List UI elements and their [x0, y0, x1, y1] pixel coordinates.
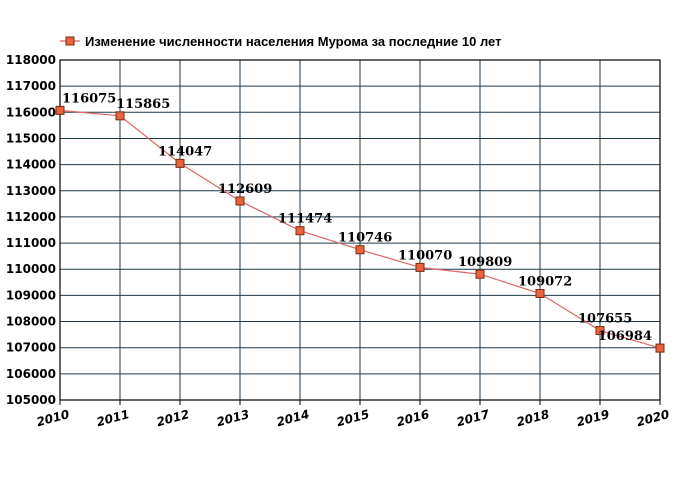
data-point: [175, 158, 185, 168]
y-tick-label: 114000: [6, 158, 56, 172]
data-point: [535, 289, 545, 299]
x-tick-label: 2011: [95, 407, 131, 429]
data-label: 106984: [598, 329, 652, 344]
x-tick-label: 2013: [215, 407, 251, 429]
data-point: [415, 262, 425, 272]
y-tick-label: 107000: [6, 341, 56, 355]
x-tick-label: 2020: [635, 407, 671, 429]
x-tick-label: 2010: [35, 407, 71, 429]
x-tick-label: 2014: [275, 407, 311, 429]
y-tick-label: 109000: [6, 288, 56, 302]
legend: Изменение численности населения Мурома з…: [60, 34, 501, 49]
data-point: [355, 245, 365, 255]
legend-marker-sample: [65, 36, 75, 46]
data-label: 111474: [278, 212, 332, 227]
data-point: [595, 326, 605, 336]
data-point: [55, 105, 65, 115]
y-tick-label: 118000: [6, 53, 56, 67]
data-point: [115, 111, 125, 121]
y-tick-label: 105000: [6, 393, 56, 407]
data-labels: 116075 115865 114047 112609 111474 110746 1100…: [62, 91, 652, 344]
y-tick-label: 117000: [6, 79, 56, 93]
x-tick-label: 2015: [335, 407, 371, 429]
series: [55, 105, 665, 353]
y-tick-label: 111000: [6, 236, 56, 250]
data-point: [655, 343, 665, 353]
y-tick-label: 108000: [6, 315, 56, 329]
x-tick-label: 2012: [155, 407, 191, 429]
data-label: 114047: [158, 144, 212, 159]
data-point: [295, 226, 305, 236]
y-tick-label: 112000: [6, 210, 56, 224]
data-label: 110070: [398, 248, 452, 263]
data-point: [235, 196, 245, 206]
data-label: 112609: [218, 182, 272, 197]
data-label: 115865: [116, 97, 170, 112]
x-tick-label: 2017: [455, 407, 492, 429]
x-axis-ticks: 2010 2011 2012 2013 2014 2015 2016 2017 2018 2019…: [35, 400, 671, 429]
y-tick-label: 115000: [6, 131, 56, 145]
data-label: 109072: [518, 275, 572, 290]
data-label: 110746: [338, 231, 392, 246]
y-axis-ticks: 105000 106000 107000 108000 109000 110000 1110…: [6, 53, 56, 407]
data-point: [475, 269, 485, 279]
data-label: 107655: [578, 312, 632, 327]
y-tick-label: 113000: [6, 184, 56, 198]
data-label: 116075: [62, 91, 116, 106]
x-tick-label: 2018: [515, 407, 551, 429]
data-label: 109809: [458, 255, 512, 270]
y-tick-label: 116000: [6, 105, 56, 119]
legend-label: Изменение численности населения Мурома з…: [85, 34, 501, 49]
x-tick-label: 2019: [575, 407, 611, 429]
y-tick-label: 106000: [6, 367, 56, 381]
x-tick-label: 2016: [395, 407, 431, 429]
y-tick-label: 110000: [6, 262, 56, 276]
